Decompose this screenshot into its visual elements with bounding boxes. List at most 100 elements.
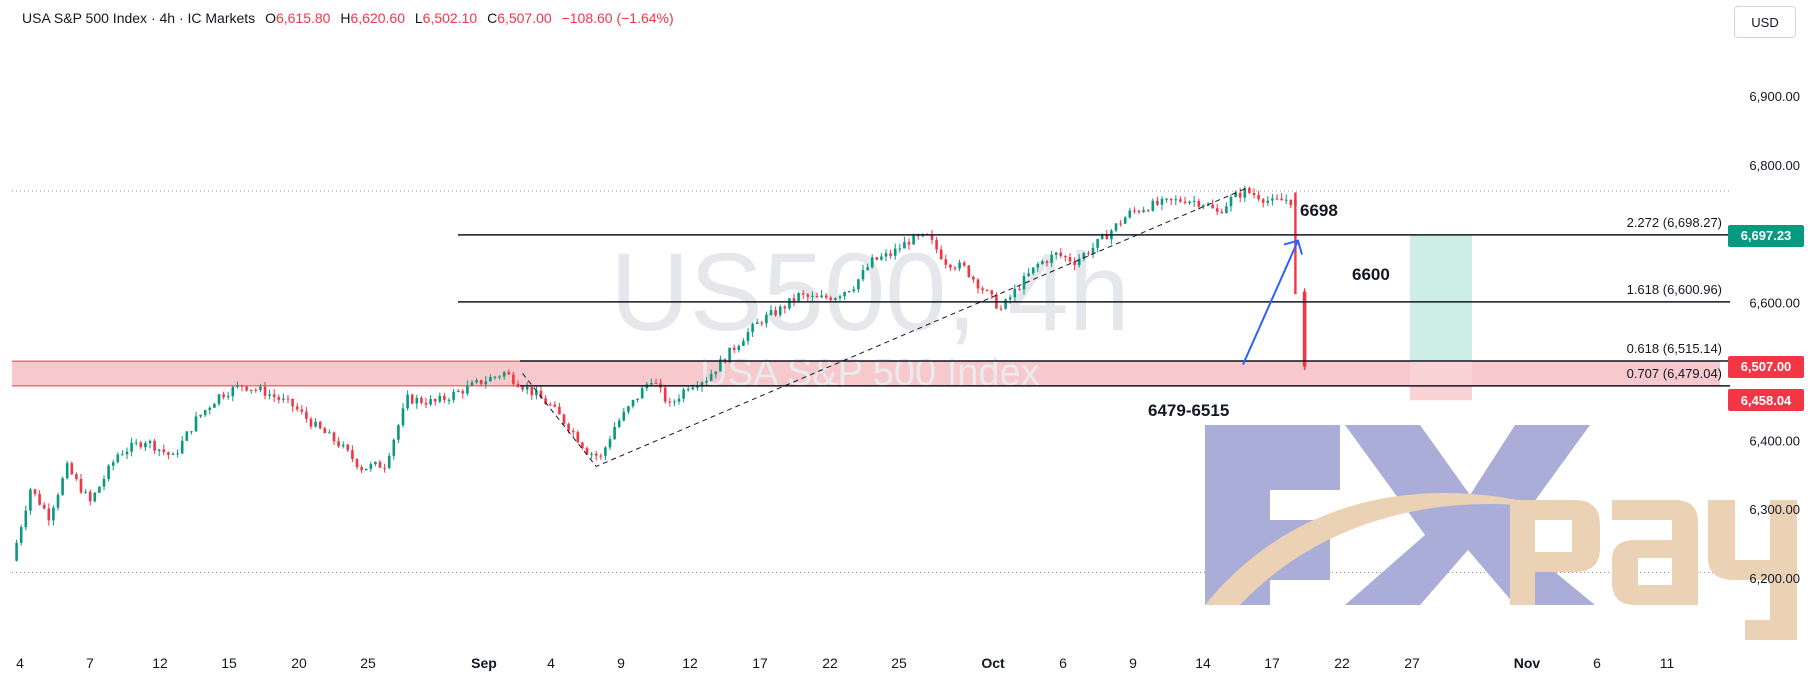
x-tick-label: 6	[1059, 655, 1067, 671]
candle-body	[1008, 297, 1012, 300]
candle-body	[815, 295, 819, 298]
candle-body	[512, 374, 515, 384]
candle-body	[590, 453, 593, 455]
candle-body	[1211, 204, 1214, 209]
candle-body	[1275, 198, 1279, 200]
candle-body	[1041, 261, 1044, 264]
candle-body	[958, 262, 961, 269]
candle-body	[438, 395, 442, 402]
candle-body	[797, 293, 800, 301]
candle-body	[1179, 199, 1182, 202]
candle-body	[737, 345, 741, 350]
candle-body	[323, 428, 327, 434]
candle-body	[226, 396, 230, 398]
candle-body	[742, 340, 745, 346]
candle-body	[42, 504, 46, 509]
candle-body	[1248, 187, 1251, 194]
candle-body	[397, 425, 400, 440]
candle-body	[585, 448, 589, 455]
candle-body	[838, 296, 842, 299]
candle-body	[668, 401, 672, 403]
candle-body	[880, 256, 883, 260]
candle-body	[56, 494, 60, 508]
logo-letter-p	[1510, 500, 1600, 605]
candle-body	[383, 467, 386, 469]
candle-body	[65, 463, 69, 479]
candle-body	[484, 381, 488, 385]
candle-body	[732, 347, 736, 350]
candle-body	[346, 444, 350, 451]
candle-body	[788, 298, 791, 309]
candle-body	[351, 450, 354, 459]
final-candle-body	[1302, 291, 1307, 367]
candle-body	[1169, 198, 1173, 201]
candle-body	[728, 347, 731, 363]
price-tag: 6,697.23	[1728, 224, 1804, 247]
chart-header: USA S&P 500 Index · 4h · IC Markets O6,6…	[22, 10, 674, 26]
candle-body	[263, 386, 267, 396]
candle-body	[318, 421, 322, 429]
candle-body	[213, 403, 216, 408]
fxpay-logo	[1205, 425, 1797, 640]
candle-body	[116, 454, 120, 463]
candle-body	[700, 382, 704, 387]
candle-body	[1266, 200, 1270, 203]
candle-body	[240, 385, 244, 387]
candle-body	[1036, 263, 1040, 268]
candle-body	[1064, 256, 1067, 258]
candle-body	[489, 377, 492, 382]
candle-body	[548, 404, 552, 406]
candle-body	[387, 455, 391, 468]
candle-body	[571, 430, 575, 433]
candle-body	[84, 491, 87, 493]
candle-body	[852, 289, 856, 292]
candle-body	[1022, 276, 1026, 290]
low-label: L	[414, 10, 423, 26]
candle-body	[581, 442, 584, 449]
candle-body	[875, 257, 879, 260]
close-value: 6,507.00	[497, 10, 552, 26]
candle-body	[1100, 234, 1104, 240]
candle-body	[539, 390, 543, 399]
currency-button[interactable]: USD	[1734, 6, 1796, 38]
candle-body	[617, 420, 621, 427]
fibonacci-levels: 2.272 (6,698.27) 1.618 (6,600.96) 0.618 (6…	[458, 215, 1730, 387]
candle-body	[98, 486, 101, 493]
candle-body	[673, 401, 676, 403]
close-label: C	[487, 10, 498, 26]
fib-label: 0.618 (6,515.14)	[1627, 341, 1722, 356]
candle-body	[29, 489, 32, 511]
candle-body	[1027, 273, 1030, 277]
candle-body	[167, 452, 170, 455]
candle-body	[24, 510, 28, 528]
candle-body	[130, 442, 133, 452]
candle-body	[985, 290, 989, 292]
candle-body	[1119, 223, 1122, 225]
candle-body	[479, 380, 483, 385]
open-label: O	[265, 10, 276, 26]
x-tick-label: 7	[86, 655, 94, 671]
candle-body	[148, 440, 152, 444]
candle-body	[139, 442, 143, 448]
x-tick-label: 9	[617, 655, 625, 671]
candle-body	[1018, 288, 1021, 290]
candle-body	[493, 376, 497, 378]
candle-body	[461, 391, 465, 394]
candle-body	[272, 394, 276, 398]
candle-body	[144, 443, 147, 448]
candle-body	[1031, 267, 1035, 274]
candle-body	[374, 461, 377, 465]
candle-body	[608, 439, 612, 448]
candle-body	[406, 394, 409, 409]
x-tick-label: 4	[547, 655, 555, 671]
candle-body	[392, 439, 396, 456]
x-tick-label: 12	[152, 655, 168, 671]
candle-body	[755, 322, 759, 325]
candle-body	[935, 239, 938, 250]
candle-body	[38, 493, 41, 505]
high-label: H	[340, 10, 351, 26]
annotations: 6698 6600 6479-6515	[1148, 201, 1390, 420]
candle-body	[1004, 299, 1007, 309]
candle-body	[774, 310, 777, 316]
